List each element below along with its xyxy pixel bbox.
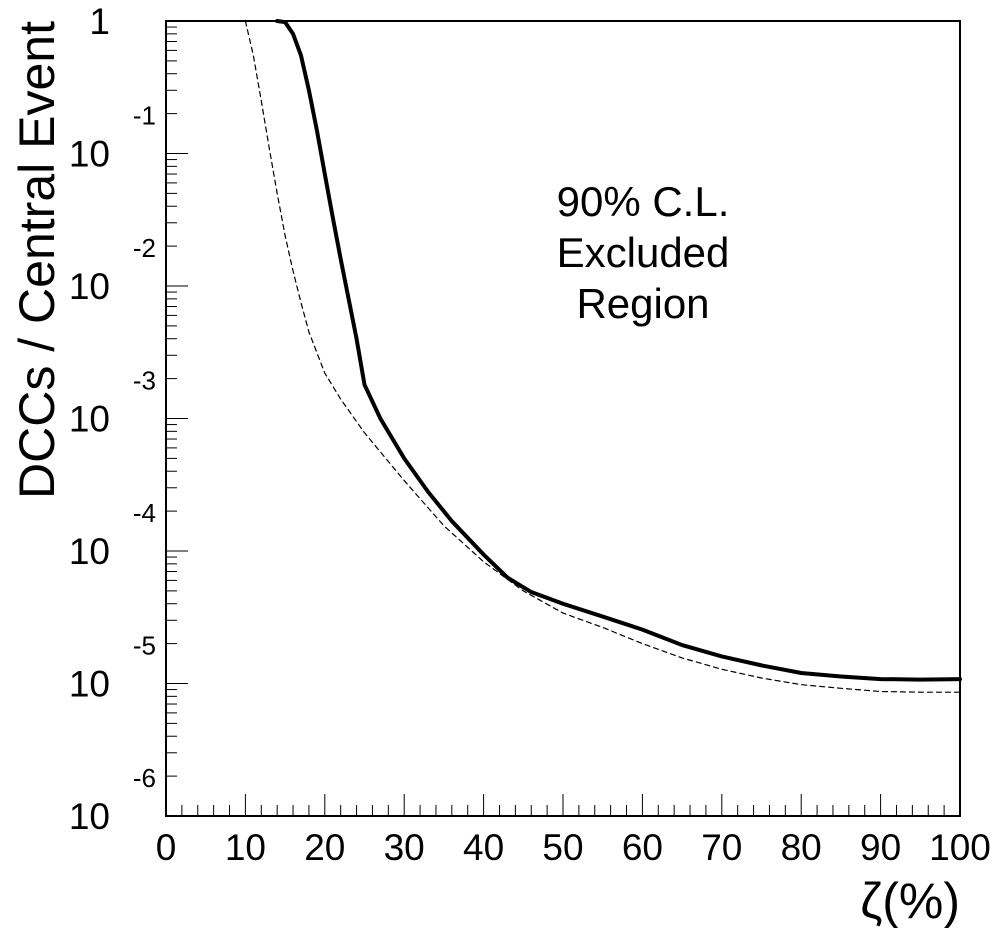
x-tick-label: 70 (701, 827, 742, 868)
y-tick-exponent: -3 (133, 366, 156, 396)
y-tick-exponent: -6 (133, 763, 156, 793)
y-axis-title: DCCs / Central Event (9, 21, 65, 499)
x-tick-label: 0 (156, 827, 177, 868)
y-tick-label: 10 (69, 134, 110, 175)
plot-frame (165, 20, 961, 817)
x-tick-label: 50 (542, 827, 583, 868)
minor-ticks (165, 20, 961, 817)
x-axis: 0 10 20 30 40 50 60 70 80 90 100 (156, 827, 991, 868)
series-dashed-line (244, 20, 961, 693)
y-tick-exponent: -2 (133, 233, 156, 263)
series-solid-line (275, 19, 962, 682)
annotation: 90% C.L. Excluded Region (557, 178, 730, 327)
y-tick-exponent: -4 (133, 498, 156, 528)
x-tick-label: 10 (225, 827, 266, 868)
y-tick-label: 10 (69, 399, 110, 440)
annotation-line-3: Region (576, 280, 709, 327)
y-axis: 1 10 -1 10 -2 10 -3 10 -4 10 -5 10 -6 (69, 1, 156, 837)
x-tick-label: 20 (304, 827, 345, 868)
x-tick-label: 80 (781, 827, 822, 868)
y-tick-exponent: -1 (133, 101, 156, 131)
annotation-line-1: 90% C.L. (557, 178, 730, 225)
y-tick-label: 10 (69, 796, 110, 837)
y-tick-label: 10 (69, 531, 110, 572)
x-tick-label: 40 (463, 827, 504, 868)
annotation-line-2: Excluded (557, 229, 730, 276)
y-tick-exponent: -5 (133, 631, 156, 661)
x-axis-title: ζ(%) (860, 873, 960, 928)
series-layer (244, 19, 962, 693)
y-tick-label: 10 (69, 266, 110, 307)
x-tick-label: 100 (929, 827, 991, 868)
x-tick-label: 60 (622, 827, 663, 868)
x-tick-label: 90 (860, 827, 901, 868)
y-tick-label: 1 (89, 1, 110, 42)
x-tick-label: 30 (384, 827, 425, 868)
y-tick-label: 10 (69, 664, 110, 705)
